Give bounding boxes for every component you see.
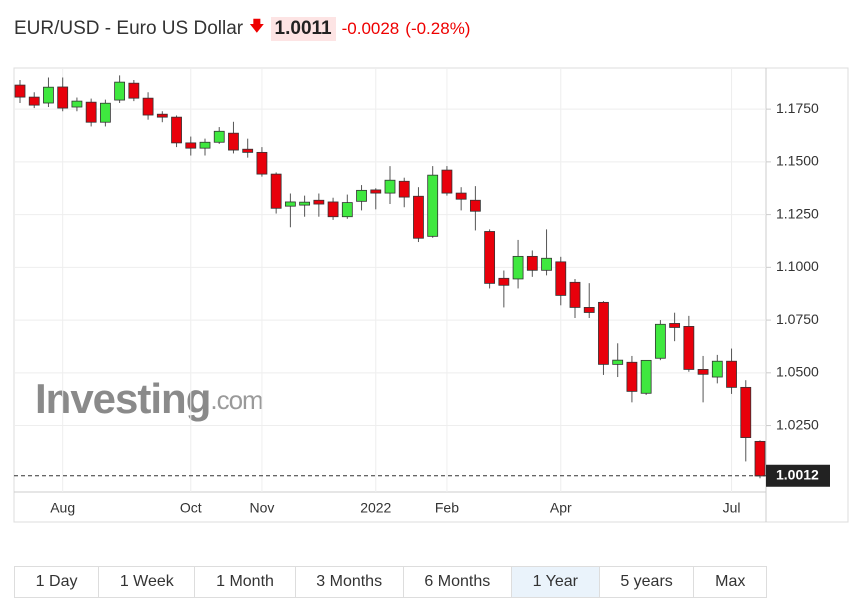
candle-body [43, 86, 54, 104]
candle-body [740, 386, 752, 438]
candle-body [199, 141, 211, 149]
candle-body [612, 359, 624, 365]
y-tick-label: 1.1250 [776, 205, 819, 221]
candle-body [142, 97, 154, 116]
candle-body [299, 201, 311, 206]
y-tick-label: 1.1000 [776, 258, 819, 274]
candle-body [754, 440, 766, 477]
candle-body [569, 281, 581, 308]
candle-body [85, 101, 97, 123]
range-button[interactable]: 1 Day [15, 567, 100, 597]
candle-body [583, 307, 595, 313]
y-tick-label: 1.0500 [776, 364, 819, 380]
last-price-tag [766, 464, 830, 487]
candle-body [469, 199, 481, 212]
range-button[interactable]: 5 years [600, 567, 695, 597]
candle-body [598, 301, 609, 365]
candle-body [71, 100, 83, 108]
y-tick-label: 1.1750 [776, 100, 819, 116]
candle-body [683, 326, 695, 370]
candle-body [526, 255, 538, 271]
candle-body [156, 113, 168, 118]
candle-body [398, 180, 410, 198]
watermark-suffix: .com [210, 385, 262, 415]
range-button[interactable]: Max [715, 573, 746, 590]
candle-body [427, 174, 439, 237]
candle-body [455, 192, 467, 200]
price: 1.0011 [270, 16, 336, 41]
candle-body [114, 81, 126, 101]
candle-body [242, 148, 254, 153]
down-arrow: 🡇 [249, 18, 265, 35]
candle-body [654, 323, 666, 359]
change-pct: (-0.28%) [405, 18, 471, 38]
candle-body [213, 130, 225, 143]
change: -0.0028 [341, 18, 400, 38]
x-tick-label: Feb [435, 500, 459, 516]
range-button[interactable]: 1 Year [511, 567, 600, 597]
header: EUR/USD - Euro US Dollar 🡇 1.0011 -0.002… [14, 16, 470, 41]
candle-body [327, 201, 339, 218]
candle-body [171, 116, 182, 144]
watermark-brand: Investing [35, 375, 210, 422]
candle-body [726, 360, 737, 388]
candle-body [99, 102, 111, 123]
candle-body [711, 360, 723, 378]
x-tick-label: 2022 [360, 500, 391, 516]
grid [14, 68, 766, 492]
candle-body [441, 169, 453, 194]
candle-body [512, 255, 524, 280]
candle-body [697, 369, 709, 375]
x-tick-label: Nov [249, 500, 274, 516]
frame [13, 67, 849, 523]
candle-body [498, 277, 510, 286]
y-tick-label: 1.0250 [776, 416, 819, 432]
candle-body [541, 257, 552, 271]
candle-body [128, 82, 140, 99]
range-button[interactable]: 1 Week [99, 567, 196, 597]
chart: Investing.com 1.0250 1.0500 1.0750 1.1000 1.… [13, 67, 849, 523]
range-buttons: 1 Day 1 Week 1 Month 3 Months 6 Months 1 Year… [14, 566, 767, 598]
candle-body [626, 361, 638, 392]
candle-body [555, 261, 567, 296]
candle-body [384, 179, 396, 194]
candle-body [313, 199, 325, 205]
candle-body [284, 201, 296, 207]
x-tick-label: Jul [723, 500, 741, 516]
x-tick-label: Aug [50, 500, 75, 516]
candle-body [270, 173, 282, 209]
last-price-label: 1.0012 [776, 466, 819, 482]
candle-body [185, 142, 197, 149]
y-tick-label: 1.1500 [776, 153, 819, 169]
candle-body [484, 231, 496, 284]
candle-body [356, 189, 367, 202]
title: EUR/USD - Euro US Dollar [14, 17, 244, 39]
candle-body [14, 84, 26, 98]
candle-body [640, 359, 652, 394]
range-button[interactable]: 6 Months [404, 567, 512, 597]
range-button[interactable]: 1 Month [195, 567, 296, 597]
candle-body [341, 202, 353, 218]
range-button[interactable]: 3 Months [296, 567, 404, 597]
candle-body [28, 96, 40, 106]
candle-body [370, 189, 382, 194]
candle-body [413, 195, 424, 239]
x-tick-label: Apr [550, 500, 572, 516]
watermark: Investing.com [35, 375, 263, 422]
y-tick-label: 1.0750 [776, 311, 819, 327]
candle-body [228, 132, 239, 151]
candle-body [669, 323, 681, 328]
candle-body [256, 151, 268, 175]
candle-body [57, 86, 69, 109]
x-tick-label: Oct [180, 500, 202, 516]
